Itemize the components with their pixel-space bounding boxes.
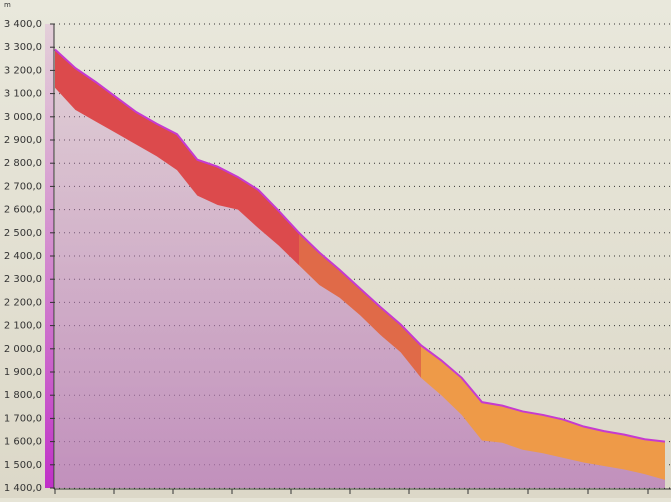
y-tick-label: 1 700,0 [4, 413, 42, 424]
y-tick-label: 2 400,0 [4, 251, 42, 262]
y-tick-label: 3 400,0 [4, 19, 42, 30]
y-tick-label: 1 600,0 [4, 437, 42, 448]
y-tick-label: 2 500,0 [4, 228, 42, 239]
y-tick-label: 3 000,0 [4, 112, 42, 123]
band [421, 345, 665, 480]
profile-line [54, 48, 666, 443]
y-tick-label: 2 700,0 [4, 181, 42, 192]
y-tick-label: 2 300,0 [4, 274, 42, 285]
y-tick-label: 2 800,0 [4, 158, 42, 169]
band [55, 49, 299, 266]
axis-strip [45, 24, 54, 488]
plot [54, 23, 671, 489]
y-tick-label: 1 800,0 [4, 390, 42, 401]
y-tick-label: 2 900,0 [4, 135, 42, 146]
y-tick-label: 1 400,0 [4, 483, 42, 494]
y-tick-label: 3 200,0 [4, 65, 42, 76]
under-area [55, 49, 665, 489]
y-tick-label: 1 500,0 [4, 460, 42, 471]
unit-label: m [4, 1, 11, 9]
y-tick-label: 2 200,0 [4, 297, 42, 308]
y-tick-label: 2 600,0 [4, 205, 42, 216]
y-tick-label: 2 000,0 [4, 344, 42, 355]
x-ticks [54, 489, 649, 494]
y-tick-label: 1 900,0 [4, 367, 42, 378]
band [299, 232, 421, 378]
y-tick-label: 2 100,0 [4, 321, 42, 332]
y-tick-label: 3 300,0 [4, 42, 42, 53]
y-tick-label: 3 100,0 [4, 89, 42, 100]
